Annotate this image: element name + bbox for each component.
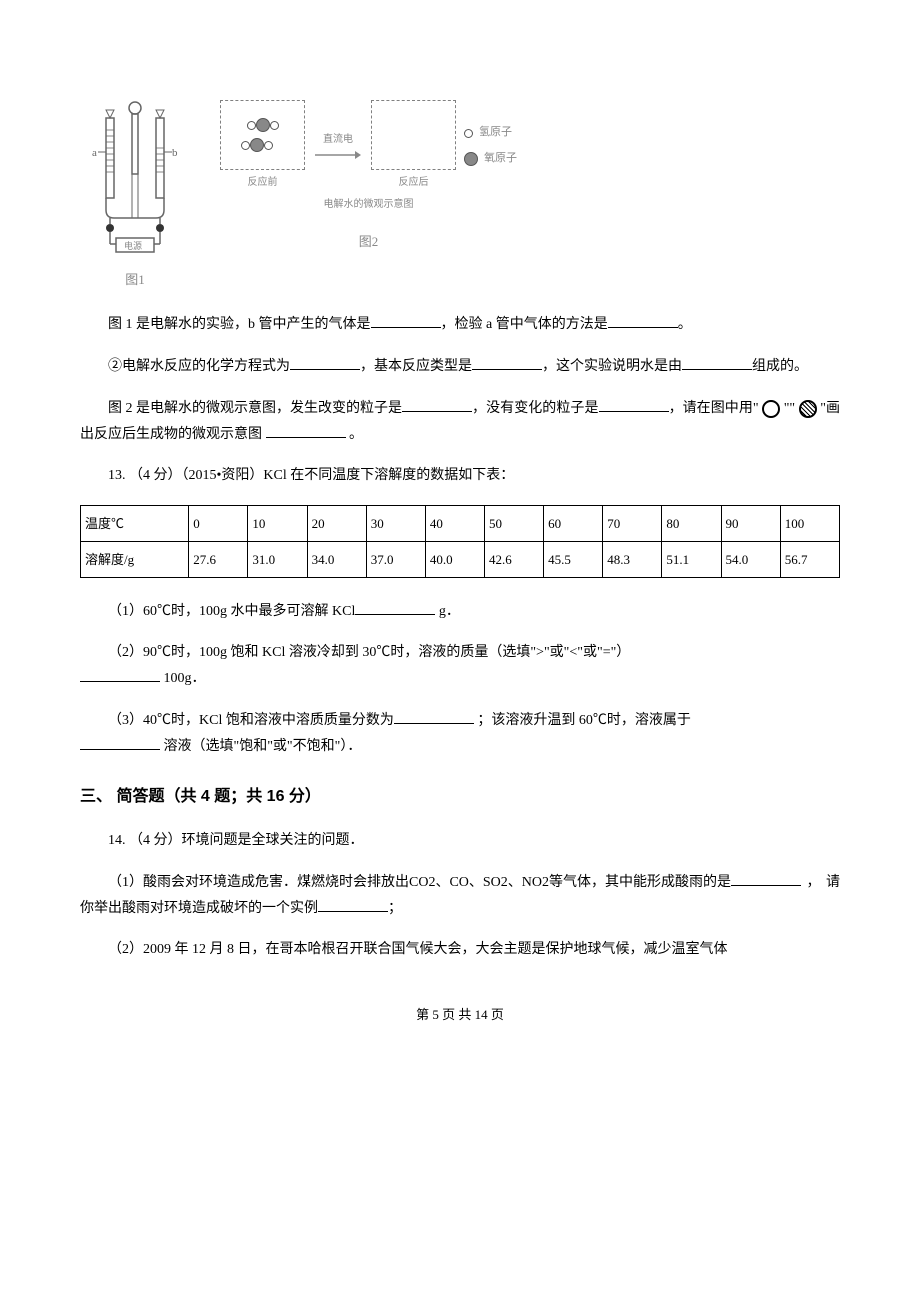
blank (682, 353, 752, 370)
blank (355, 598, 435, 615)
blank (731, 869, 801, 886)
table-cell: 34.0 (307, 541, 366, 577)
after-box (371, 100, 456, 170)
blank (266, 421, 346, 438)
blank (394, 707, 474, 724)
table-cell: 80 (662, 505, 721, 541)
table-cell: 50 (484, 505, 543, 541)
table-cell: 10 (248, 505, 307, 541)
table-cell: 90 (721, 505, 780, 541)
table-cell: 100 (780, 505, 839, 541)
power-label-text: 电源 (124, 240, 142, 251)
fig1-caption: 图1 (125, 268, 145, 291)
table-cell: 60 (544, 505, 603, 541)
table-row: 溶解度/g 27.6 31.0 34.0 37.0 40.0 42.6 45.5… (81, 541, 840, 577)
table-cell: 30 (366, 505, 425, 541)
table-row: 温度℃ 0 10 20 30 40 50 60 70 80 90 100 (81, 505, 840, 541)
q12-line3: 图 2 是电解水的微观示意图，发生改变的粒子是，没有变化的粒子是，请在图中用" … (80, 395, 840, 447)
table-cell: 37.0 (366, 541, 425, 577)
table-cell: 31.0 (248, 541, 307, 577)
blank (290, 353, 360, 370)
arrow-label: 直流电 (323, 131, 353, 149)
q13-intro: 13. （4 分）（2015•资阳）KCl 在不同温度下溶解度的数据如下表： (80, 463, 840, 488)
table-cell: 54.0 (721, 541, 780, 577)
oxygen-atom-icon (464, 152, 478, 166)
electrolysis-apparatus-icon: a b 电源 (80, 100, 190, 260)
figure-2: 反应前 直流电 反应后 氢原子 氧原子 (220, 100, 517, 253)
arrow-icon (313, 149, 363, 161)
blank (371, 311, 441, 328)
atom-legend: 氢原子 氧原子 (464, 123, 517, 169)
fig2-caption: 图2 (359, 230, 379, 253)
blank (472, 353, 542, 370)
hatched-circle-icon (799, 400, 817, 418)
circle-icon (762, 400, 780, 418)
after-label: 反应后 (399, 174, 429, 192)
table-cell: 40 (425, 505, 484, 541)
page-footer: 第 5 页 共 14 页 (80, 1003, 840, 1026)
q12-line2: ②电解水反应的化学方程式为，基本反应类型是，这个实验说明水是由组成的。 (80, 353, 840, 379)
table-cell: 42.6 (484, 541, 543, 577)
figures-row: a b 电源 图1 (80, 100, 840, 291)
table-cell: 27.6 (189, 541, 248, 577)
table-cell: 温度℃ (81, 505, 189, 541)
label-a-text: a (92, 147, 97, 159)
q13-sub2: （2）90℃时，100g 饱和 KCl 溶液冷却到 30℃时，溶液的质量（选填"… (80, 640, 840, 691)
q14-intro: 14. （4 分）环境问题是全球关注的问题． (80, 828, 840, 853)
before-label: 反应前 (248, 174, 278, 192)
diagram-subcaption: 电解水的微观示意图 (324, 196, 414, 214)
before-box (220, 100, 305, 170)
microscopic-diagram: 反应前 直流电 反应后 氢原子 氧原子 (220, 100, 517, 192)
blank (80, 665, 160, 682)
water-molecule-icon (241, 138, 273, 152)
table-cell: 40.0 (425, 541, 484, 577)
blank (318, 895, 388, 912)
q13-sub3: （3）40℃时，KCl 饱和溶液中溶质质量分数为 ；该溶液升温到 60℃时，溶液… (80, 707, 840, 759)
table-cell: 0 (189, 505, 248, 541)
blank (80, 733, 160, 750)
table-cell: 20 (307, 505, 366, 541)
section-3-heading: 三、 简答题（共 4 题；共 16 分） (80, 783, 840, 812)
legend-o-label: 氧原子 (484, 149, 517, 169)
q13-sub1: （1）60℃时，100g 水中最多可溶解 KCl g． (80, 598, 840, 624)
q14-sub1: （1）酸雨会对环境造成危害．煤燃烧时会排放出CO2、CO、SO2、NO2等气体，… (80, 869, 840, 921)
table-cell: 51.1 (662, 541, 721, 577)
q14-sub2: （2）2009 年 12 月 8 日，在哥本哈根召开联合国气候大会，大会主题是保… (80, 937, 840, 962)
hydrogen-atom-icon (464, 129, 473, 138)
blank (599, 395, 669, 412)
figure-1: a b 电源 图1 (80, 100, 190, 291)
solubility-table: 温度℃ 0 10 20 30 40 50 60 70 80 90 100 溶解度… (80, 505, 840, 579)
table-cell: 45.5 (544, 541, 603, 577)
table-cell: 56.7 (780, 541, 839, 577)
label-b-text: b (172, 147, 178, 159)
table-cell: 48.3 (603, 541, 662, 577)
q12-line1: 图 1 是电解水的实验，b 管中产生的气体是，检验 a 管中气体的方法是。 (80, 311, 840, 337)
table-cell: 70 (603, 505, 662, 541)
blank (608, 311, 678, 328)
legend-h-label: 氢原子 (479, 123, 512, 143)
arrow-section: 直流电 (313, 131, 363, 161)
table-cell: 溶解度/g (81, 541, 189, 577)
water-molecule-icon (247, 118, 279, 132)
blank (402, 395, 472, 412)
